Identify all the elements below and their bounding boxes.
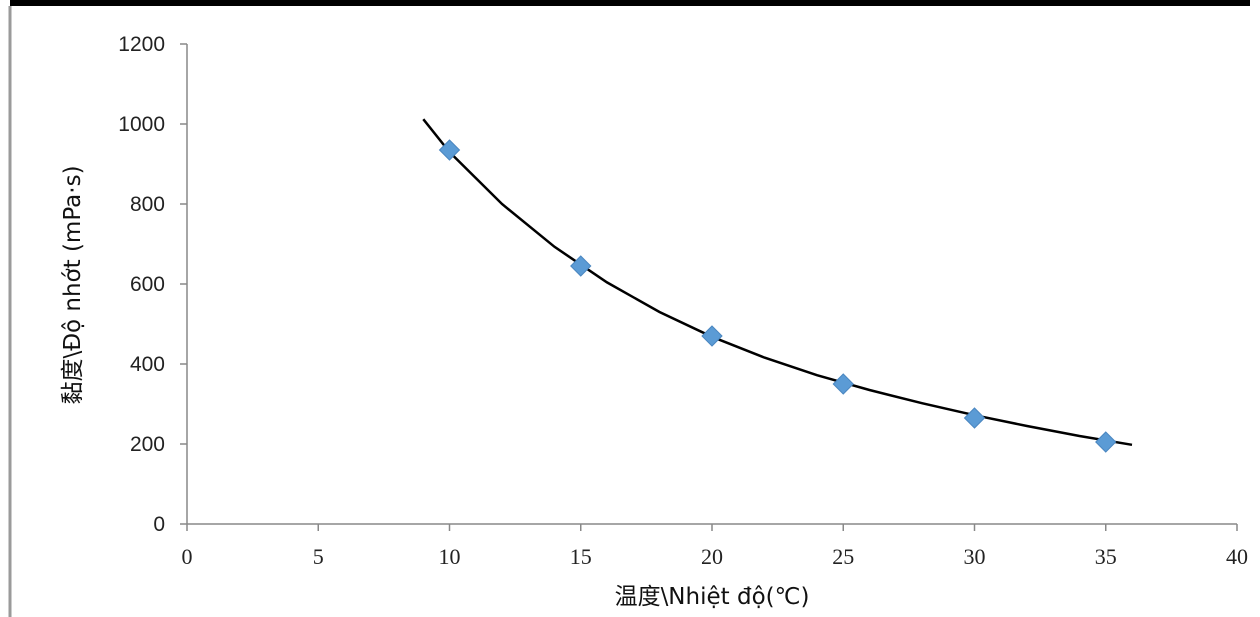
data-point xyxy=(570,255,592,277)
y-tick-label: 600 xyxy=(130,273,165,296)
data-point xyxy=(438,139,461,161)
x-axis-title: 温度\Nhiệt độ(℃) xyxy=(615,584,810,610)
y-tick-label: 1000 xyxy=(118,113,165,136)
trendline-curve xyxy=(422,118,1133,447)
tick-labels: 0 200 400 600 800 1000 1200 0 5 10 15 20 25 30 35 40 xyxy=(118,33,1248,569)
x-tick-label: 25 xyxy=(832,544,854,569)
x-tick-label: 15 xyxy=(570,544,592,569)
data-point xyxy=(832,373,854,395)
x-tick-label: 40 xyxy=(1226,544,1248,569)
y-axis-title: 黏度\Độ nhớt (mPa·s) xyxy=(60,165,86,404)
data-point xyxy=(1095,431,1117,453)
data-point xyxy=(701,325,723,347)
y-tick-label: 400 xyxy=(130,353,165,376)
x-tick-label: 0 xyxy=(182,544,193,569)
y-tick-label: 1200 xyxy=(118,33,165,56)
data-point xyxy=(963,407,986,429)
x-tick-label: 30 xyxy=(964,544,986,569)
trendline xyxy=(422,118,1133,447)
title-banner xyxy=(10,0,1250,6)
axes xyxy=(180,43,1238,531)
x-tick-label: 35 xyxy=(1095,544,1117,569)
x-tick-label: 5 xyxy=(313,544,324,569)
y-tick-label: 0 xyxy=(153,513,165,536)
y-tick-label: 200 xyxy=(130,433,165,456)
data-points xyxy=(438,139,1117,453)
y-tick-label: 800 xyxy=(130,193,165,216)
x-tick-label: 10 xyxy=(439,544,461,569)
x-tick-label: 20 xyxy=(701,544,723,569)
